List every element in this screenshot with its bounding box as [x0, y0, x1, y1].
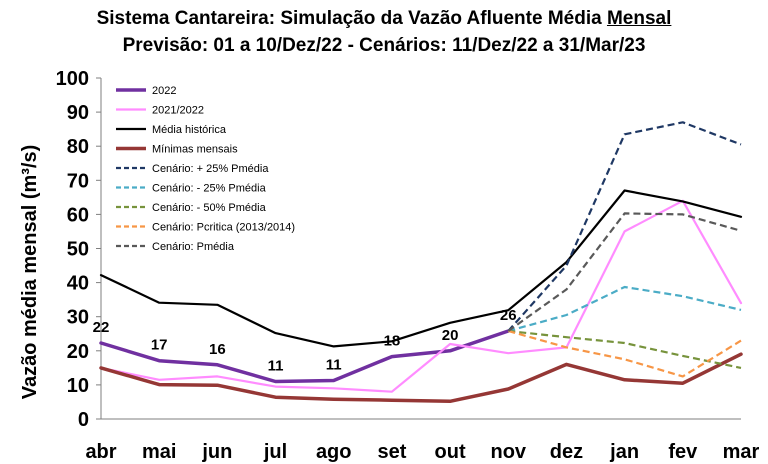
legend-label: 2021/2022 [152, 105, 204, 117]
x-tick-label: out [435, 441, 466, 463]
data-label: 20 [442, 327, 459, 344]
data-label: 18 [384, 333, 401, 350]
legend-label: Cenário: Pmédia [152, 241, 235, 253]
series-line-cenario-pmedia [507, 212, 742, 332]
legend-label: 2022 [152, 85, 176, 97]
series-line-minimas-mensais [99, 352, 743, 404]
y-tick-label: 90 [67, 102, 89, 124]
chart-title-line2: Previsão: 01 a 10/Dez/22 - Cenários: 11/… [122, 35, 646, 56]
title-prefix: Sistema Cantareira: Simulação da Vazão A… [96, 8, 607, 29]
y-tick-label: 40 [67, 273, 89, 295]
data-label: 17 [151, 337, 168, 354]
data-label: 22 [93, 319, 110, 336]
y-tick-label: 0 [78, 409, 89, 431]
y-tick-label: 30 [67, 307, 89, 329]
series-line-cenario-pcritica-2013-2014 [508, 329, 742, 378]
x-tick-label: abr [85, 441, 116, 463]
series-line-media-historica [99, 189, 743, 348]
legend-label: Mínimas mensais [152, 144, 238, 156]
x-tick-label: mar [723, 441, 760, 463]
y-tick-label: 100 [56, 68, 89, 90]
y-tick-label: 50 [67, 239, 89, 261]
data-label: 26 [500, 307, 517, 324]
series-line-cenario-50-pmedia [508, 329, 742, 369]
legend-label: Cenário: - 25% Pmédia [152, 183, 267, 195]
x-tick-label: set [377, 441, 406, 463]
data-label: 11 [326, 356, 342, 373]
series-line-cenario-25-pmedia [508, 285, 742, 333]
legend-label: Cenário: Pcritica (2013/2014) [152, 222, 295, 234]
y-tick-label: 60 [67, 204, 89, 226]
data-label: 11 [268, 357, 284, 374]
y-tick-label: 80 [67, 136, 89, 158]
title-emphasis: Mensal [606, 8, 672, 29]
x-tick-label: ago [316, 441, 352, 463]
y-axis-title: Vazão média mensal (m³/s) [19, 145, 41, 400]
series-line-2021-2022 [99, 199, 743, 393]
x-tick-label: nov [490, 441, 526, 463]
x-tick-label: dez [550, 441, 583, 463]
data-label: 16 [209, 341, 226, 358]
legend-label: Média histórica [152, 124, 227, 136]
legend-label: Cenário: - 50% Pmédia [152, 202, 267, 214]
x-tick-label: mai [142, 441, 176, 463]
x-tick-label: fev [668, 441, 698, 463]
y-tick-label: 20 [67, 341, 89, 363]
x-tick-label: jul [263, 441, 287, 463]
x-tick-label: jan [609, 441, 639, 463]
y-tick-label: 70 [67, 170, 89, 192]
chart-title-line1: Sistema Cantareira: Simulação da Vazão A… [0, 8, 768, 30]
legend-label: Cenário: + 25% Pmédia [152, 163, 269, 175]
y-tick-label: 10 [67, 375, 89, 397]
x-tick-label: jun [201, 441, 232, 463]
series-line-cenario-25-pmedia [507, 121, 742, 332]
